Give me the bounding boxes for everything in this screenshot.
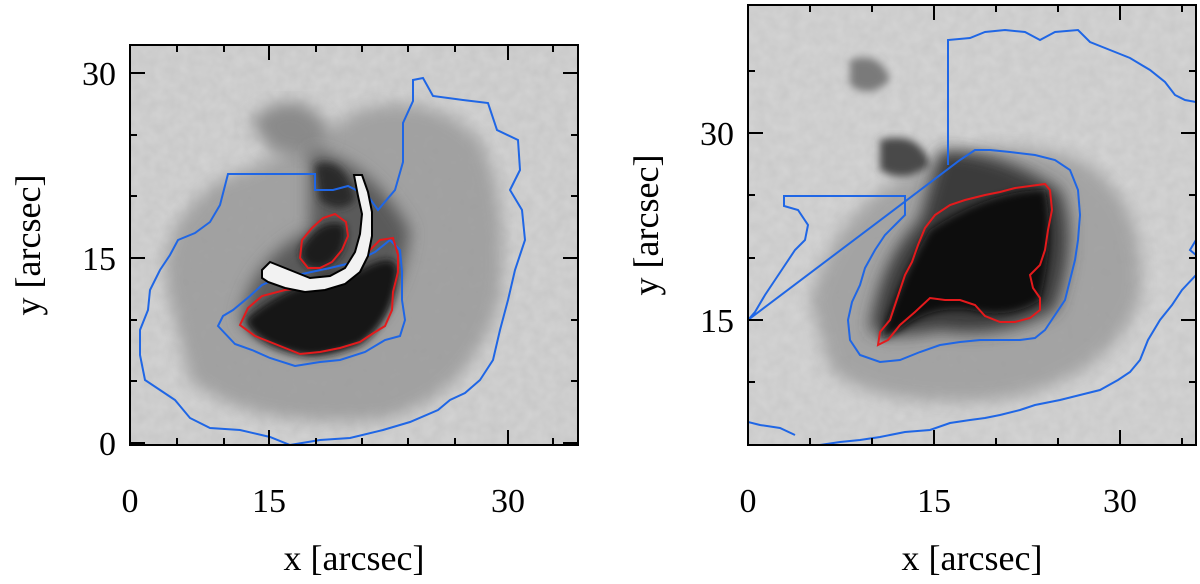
left-xtick-label: 0 [122,483,139,520]
left-panel: 0 15 30 0 15 30 x [arcsec] y [arcsec] [8,44,579,578]
left-xtick-label: 30 [491,483,525,520]
left-blue-inner-contour [216,238,407,368]
left-x-axis-title: x [arcsec] [284,538,425,578]
right-xtick-label: 0 [740,483,757,520]
right-xtick-label: 15 [917,483,951,520]
left-ytick-label: 0 [99,426,116,463]
right-red-contour [876,182,1054,347]
left-sunspot-image [130,45,578,445]
left-ytick-label: 30 [82,56,116,93]
left-red-inner-contour [298,212,350,269]
left-plot-frame [129,44,579,446]
right-plot-frame [747,4,1197,446]
right-blue-contour [748,28,1196,445]
left-y-axis-title: y [arcsec] [8,175,48,316]
left-ytick-label: 15 [82,241,116,278]
right-ytick-label: 30 [700,116,734,153]
left-ticks [129,45,578,445]
right-y-axis-title: y [arcsec] [626,155,666,296]
left-blue-contour [139,76,527,445]
right-xtick-label: 30 [1103,483,1137,520]
right-panel: 0 15 30 15 30 x [arcsec] y [arcsec] [626,4,1197,578]
left-xtick-label: 15 [252,483,286,520]
right-sunspot-image [748,5,1196,445]
right-ticks [747,5,1196,445]
right-x-axis-title: x [arcsec] [902,538,1043,578]
right-ytick-label: 15 [700,303,734,340]
left-black-contour [261,174,373,294]
